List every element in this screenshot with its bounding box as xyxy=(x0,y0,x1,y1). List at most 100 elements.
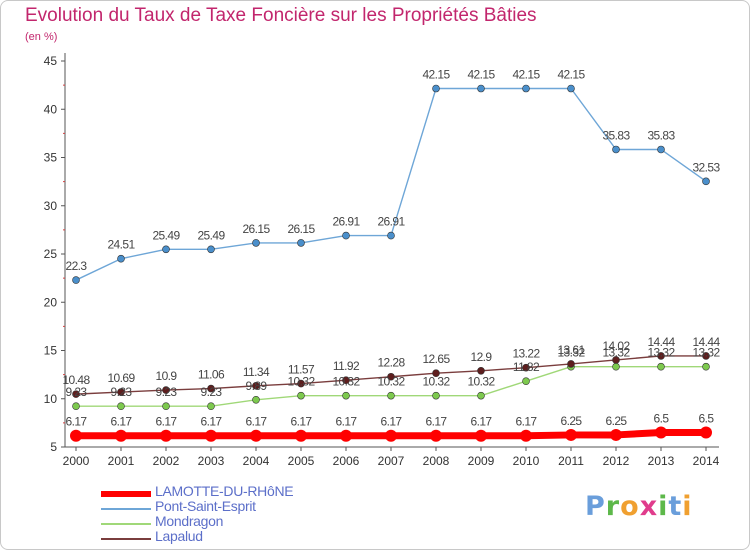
data-point-pont-saint-esprit xyxy=(252,239,260,247)
data-label-lapalud: 11.34 xyxy=(243,365,270,379)
series-line-pont-saint-esprit xyxy=(75,87,707,281)
data-label-pont-saint-esprit: 42.15 xyxy=(512,68,540,82)
x-tick-label: 2007 xyxy=(378,454,405,468)
data-point-mondragon xyxy=(162,402,170,410)
data-label-lapalud: 11.06 xyxy=(198,368,225,382)
data-label-lamotte-du-rh-ne: 6.17 xyxy=(426,415,448,429)
x-tick-label: 2009 xyxy=(468,454,495,468)
legend-item-lapalud[interactable]: Lapalud xyxy=(101,528,361,545)
logo-letter: i xyxy=(682,491,693,522)
data-point-lapalud xyxy=(702,352,710,360)
legend-label-mondragon: Mondragon xyxy=(155,513,224,529)
data-label-mondragon: 10.32 xyxy=(287,375,315,389)
logo-letter: P xyxy=(585,491,606,522)
data-label-lapalud: 10.9 xyxy=(156,369,178,383)
x-tick-label: 2011 xyxy=(558,454,584,468)
data-point-lapalud xyxy=(387,372,395,381)
data-point-pont-saint-esprit xyxy=(162,245,170,254)
data-point-lapalud xyxy=(297,379,305,388)
data-point-lamotte-du-rh-ne xyxy=(295,429,307,442)
data-label-lapalud: 10.69 xyxy=(107,371,135,385)
proxiti-logo: Proxiti xyxy=(585,491,693,522)
data-label-pont-saint-esprit: 26.15 xyxy=(242,222,270,236)
data-label-lapalud: 10.48 xyxy=(62,373,90,387)
data-point-lamotte-du-rh-ne xyxy=(475,429,487,442)
data-label-pont-saint-esprit: 32.53 xyxy=(692,160,720,174)
data-label-pont-saint-esprit: 26.91 xyxy=(377,215,405,229)
data-point-pont-saint-esprit xyxy=(522,84,530,93)
data-point-mondragon xyxy=(297,391,305,400)
data-point-mondragon xyxy=(117,402,125,410)
x-tick-label: 2014 xyxy=(693,454,720,468)
x-tick-label: 2004 xyxy=(243,454,270,468)
data-label-mondragon: 10.32 xyxy=(422,375,450,389)
logo-letter: x xyxy=(639,491,659,522)
data-label-pont-saint-esprit: 35.83 xyxy=(647,128,675,142)
data-label-pont-saint-esprit: 42.15 xyxy=(557,68,585,82)
data-label-lamotte-du-rh-ne: 6.17 xyxy=(336,415,358,429)
data-point-lapalud xyxy=(612,356,620,364)
data-point-mondragon xyxy=(252,396,260,404)
y-tick-label: 15 xyxy=(44,344,58,358)
data-label-mondragon: 13.32 xyxy=(647,346,675,360)
data-label-pont-saint-esprit: 25.49 xyxy=(152,228,180,242)
data-point-pont-saint-esprit xyxy=(72,276,80,284)
legend-swatch-mondragon xyxy=(101,523,151,525)
data-point-mondragon xyxy=(387,391,395,400)
data-label-lamotte-du-rh-ne: 6.17 xyxy=(516,415,538,429)
data-label-mondragon: 9.23 xyxy=(66,385,88,399)
data-point-pont-saint-esprit xyxy=(207,245,215,254)
data-point-lamotte-du-rh-ne xyxy=(160,429,172,442)
data-point-lapalud xyxy=(567,360,575,368)
data-point-pont-saint-esprit xyxy=(702,177,710,186)
data-point-lapalud xyxy=(72,390,80,398)
data-label-lamotte-du-rh-ne: 6.5 xyxy=(654,412,670,426)
data-label-lapalud: 12.28 xyxy=(377,356,405,370)
chart-unit-label: (en %) xyxy=(25,31,58,43)
data-point-pont-saint-esprit xyxy=(657,145,665,154)
x-tick-label: 2000 xyxy=(63,454,90,468)
y-tick-label: 40 xyxy=(44,102,58,116)
data-point-lamotte-du-rh-ne xyxy=(520,429,532,442)
x-tick-label: 2006 xyxy=(333,454,360,468)
data-point-lamotte-du-rh-ne xyxy=(565,428,577,441)
data-label-mondragon: 13.32 xyxy=(602,346,630,360)
logo-letter: t xyxy=(668,491,683,522)
data-point-lapalud xyxy=(252,382,260,390)
data-label-mondragon: 13.32 xyxy=(557,346,585,360)
y-tick-label: 45 xyxy=(44,54,58,68)
legend-item-lamotte[interactable]: LAMOTTE-DU-RHôNE xyxy=(101,483,361,500)
x-tick-label: 2003 xyxy=(198,454,225,468)
data-label-lamotte-du-rh-ne: 6.25 xyxy=(606,414,628,428)
data-label-mondragon: 10.32 xyxy=(377,375,405,389)
data-label-mondragon: 9.23 xyxy=(201,385,223,399)
data-point-lamotte-du-rh-ne xyxy=(340,429,352,442)
data-label-lamotte-du-rh-ne: 6.17 xyxy=(201,415,223,429)
x-tick-label: 2010 xyxy=(513,454,540,468)
y-tick-label: 35 xyxy=(44,151,58,165)
data-label-lapalud: 14.02 xyxy=(602,339,630,353)
data-label-mondragon: 10.32 xyxy=(467,375,495,389)
data-point-mondragon xyxy=(702,362,710,371)
data-label-lapalud: 14.44 xyxy=(647,335,675,349)
data-point-lamotte-du-rh-ne xyxy=(250,429,262,442)
data-label-pont-saint-esprit: 42.15 xyxy=(467,68,495,82)
data-label-mondragon: 11.82 xyxy=(513,360,540,374)
legend-item-pont-saint-esprit[interactable]: Pont-Saint-Esprit xyxy=(101,498,361,515)
data-point-lapalud xyxy=(117,388,125,396)
data-point-mondragon xyxy=(477,391,485,400)
data-label-pont-saint-esprit: 42.15 xyxy=(422,68,450,82)
data-point-pont-saint-esprit xyxy=(342,231,350,240)
legend-item-mondragon[interactable]: Mondragon xyxy=(101,513,361,530)
data-label-lamotte-du-rh-ne: 6.17 xyxy=(156,415,178,429)
data-label-lamotte-du-rh-ne: 6.17 xyxy=(381,415,403,429)
data-label-lapalud: 12.9 xyxy=(471,350,493,364)
data-point-lapalud xyxy=(657,352,665,360)
data-point-mondragon xyxy=(432,391,440,400)
data-point-lamotte-du-rh-ne xyxy=(700,426,712,439)
data-point-lapalud xyxy=(162,386,170,394)
data-label-lamotte-du-rh-ne: 6.5 xyxy=(699,412,715,426)
logo-letter: o xyxy=(620,491,640,522)
data-label-lamotte-du-rh-ne: 6.17 xyxy=(111,415,133,429)
